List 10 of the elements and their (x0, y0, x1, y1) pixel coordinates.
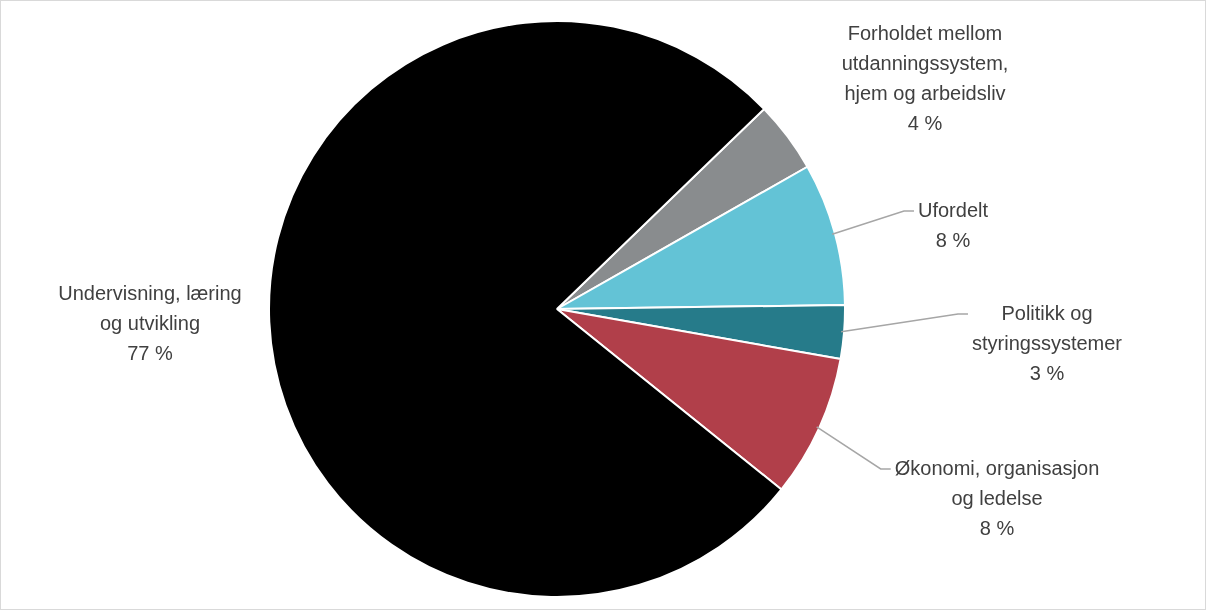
data-label: 4 % (907, 111, 943, 134)
data-label: 8 % (979, 516, 1015, 539)
slice-label: Undervisning, læring og utvikling (58, 281, 242, 334)
data-label: 77 % (127, 341, 174, 364)
slice-label: Økonomi, organisasjon og ledelse (894, 456, 1100, 509)
slice-label: Forholdet mellom utdanningssystem, hjem og arbeidsliv (841, 21, 1009, 104)
data-label: 3 % (1029, 361, 1065, 384)
slice-label: Politikk og styringssystemer (971, 301, 1123, 354)
data-label: 8 % (935, 228, 971, 251)
slice-label: Ufordelt (917, 198, 989, 221)
